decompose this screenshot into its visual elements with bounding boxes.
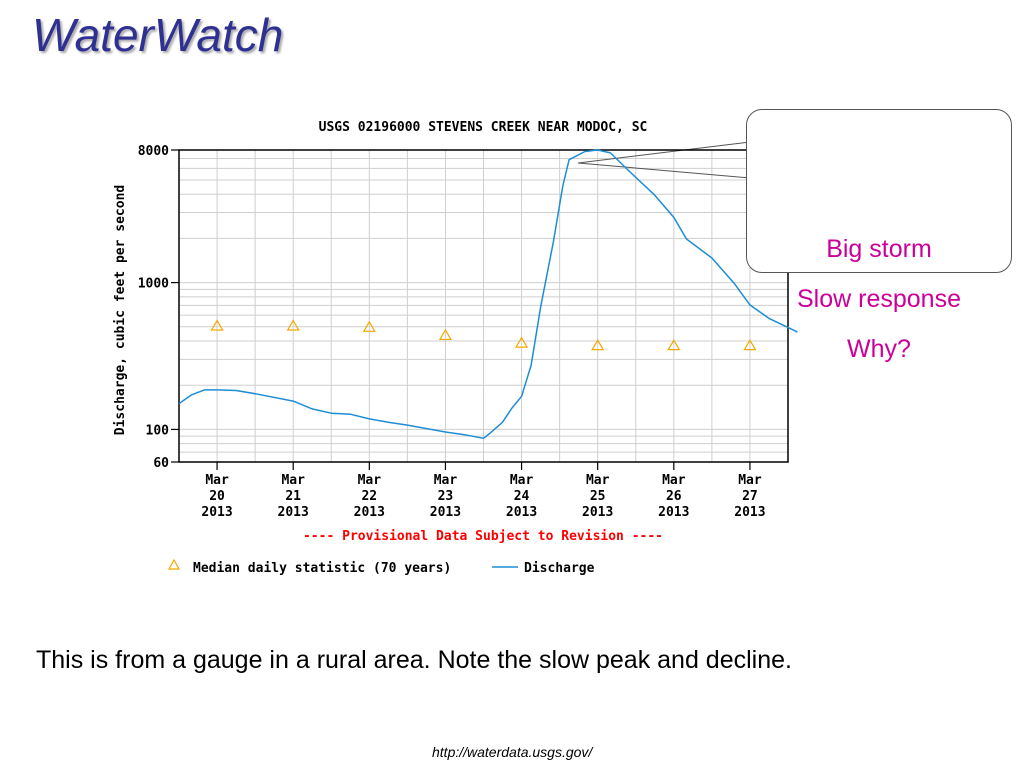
x-tick-label: 25 [590,489,606,504]
x-tick-label: 24 [514,489,530,504]
median-marker [667,338,681,351]
x-tick-label: Mar [434,473,458,488]
source-url: http://waterdata.usgs.gov/ [432,744,593,760]
x-axis-ticks: Mar202013Mar212013Mar222013Mar232013Mar2… [201,462,766,520]
x-tick-label: 27 [742,489,758,504]
plot-frame [178,149,789,463]
y-tick-label: 100 [146,423,170,438]
x-tick-label: 2013 [506,505,537,520]
x-tick-label: Mar [358,473,382,488]
x-tick-label: 2013 [278,505,309,520]
slide-caption: This is from a gauge in a rural area. No… [36,646,792,674]
x-tick-label: Mar [586,473,610,488]
median-marker [591,338,605,351]
x-tick-label: 2013 [658,505,689,520]
y-tick-label: 8000 [138,144,169,159]
x-tick-label: 20 [209,489,225,504]
slide-title: WaterWatch [32,9,284,61]
callout-line-why: Why? [847,335,911,363]
x-tick-label: Mar [205,473,229,488]
chart-legend: Median daily statistic (70 years) Discha… [167,558,595,576]
x-tick-label: Mar [662,473,686,488]
x-tick-label: 2013 [582,505,613,520]
arrow-to-peak-upper [577,141,751,164]
x-tick-label: 21 [285,489,301,504]
x-tick-label: 2013 [430,505,461,520]
median-marker [362,320,376,332]
median-marker [210,319,224,331]
discharge-series-line [178,149,798,440]
x-tick-label: Mar [510,473,534,488]
callout-box [746,109,1012,273]
x-tick-label: 22 [361,489,377,504]
callout-bubble: Big storm Slow response Why? [746,109,1012,363]
callout-line-slow-response: Slow response [797,285,961,313]
y-tick-label: 60 [153,456,169,471]
callout-line-big-storm: Big storm [826,235,932,263]
x-tick-label: Mar [738,473,762,488]
y-tick-label: 1000 [138,277,169,292]
x-tick-label: 2013 [201,505,232,520]
provisional-note: ---- Provisional Data Subject to Revisio… [303,529,663,544]
median-marker [438,328,452,341]
legend-triangle-icon [167,558,181,570]
median-marker [743,338,757,351]
x-tick-label: 2013 [354,505,385,520]
x-tick-label: 2013 [734,505,765,520]
legend-median-label: Median daily statistic (70 years) [193,561,451,576]
discharge-chart: USGS 02196000 STEVENS CREEK NEAR MODOC, … [113,120,798,576]
median-marker [286,319,300,331]
y-axis-ticks: 8000 1000 100 60 [138,144,179,471]
median-marker [515,336,529,348]
chart-title: USGS 02196000 STEVENS CREEK NEAR MODOC, … [319,120,648,135]
x-tick-label: 23 [438,489,454,504]
series-layer [178,149,798,440]
x-tick-label: 26 [666,489,682,504]
y-axis-label: Discharge, cubic feet per second [113,185,128,435]
arrow-to-peak-lower [577,162,751,179]
legend-discharge-label: Discharge [524,561,595,576]
x-tick-label: Mar [281,473,305,488]
